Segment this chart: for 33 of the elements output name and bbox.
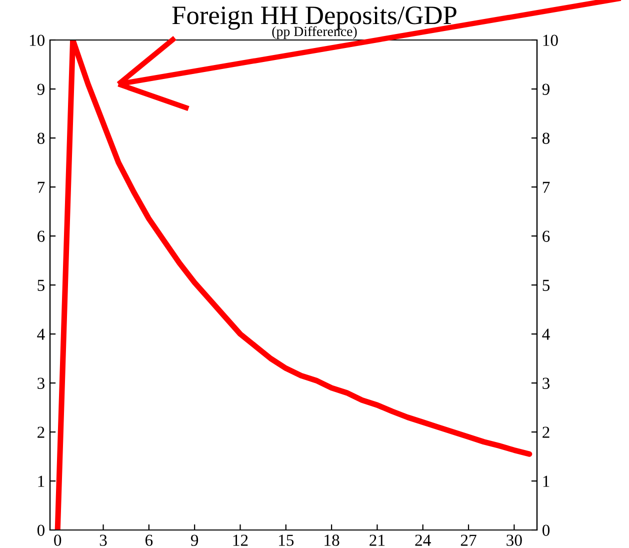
- y2-tick-label: 7: [542, 182, 550, 193]
- y2-tick-label: 6: [542, 230, 550, 242]
- y-tick-label: 10: [30, 34, 45, 46]
- x-tick-label: 3: [100, 534, 107, 546]
- y2-tick-label: 10: [543, 34, 558, 46]
- y2-tick-label: 8: [542, 132, 550, 144]
- x-tick-label: 21: [370, 534, 385, 546]
- y2-tick-label: 0: [542, 524, 550, 536]
- y-tick-label: 8: [37, 132, 45, 144]
- y2-tick-label: 9: [542, 84, 550, 95]
- y-tick-label: 4: [37, 328, 45, 340]
- y-tick-label: 7: [38, 182, 45, 193]
- y2-tick-label: 1: [543, 476, 550, 487]
- y2-tick-label: 5: [542, 280, 550, 291]
- y-tick-label: 2: [38, 426, 44, 438]
- x-tick-label: 30: [506, 534, 522, 546]
- y-tick-label: 6: [38, 230, 45, 242]
- y-tick-label: 5: [38, 280, 44, 291]
- y-tick-label: 3: [38, 378, 44, 389]
- x-tick-label: 24: [415, 534, 431, 546]
- y2-tick-label: 4: [542, 328, 550, 340]
- x-tick-label: 27: [460, 534, 476, 546]
- x-tick-label: 0: [54, 534, 62, 546]
- y2-tick-label: 3: [542, 378, 550, 389]
- x-tick-label: 6: [145, 534, 153, 546]
- x-tick-label: 15: [279, 534, 294, 546]
- x-tick-label: 12: [233, 534, 248, 546]
- y-tick-label: 9: [37, 84, 44, 95]
- y-tick-label: 0: [37, 524, 45, 536]
- y2-tick-label: 2: [542, 426, 550, 438]
- x-tick-label: 9: [190, 534, 198, 546]
- x-tick-label: 18: [324, 534, 340, 546]
- y-tick-label: 1: [38, 476, 44, 487]
